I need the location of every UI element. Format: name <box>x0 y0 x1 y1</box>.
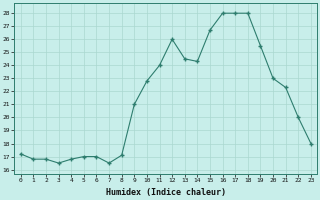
X-axis label: Humidex (Indice chaleur): Humidex (Indice chaleur) <box>106 188 226 197</box>
